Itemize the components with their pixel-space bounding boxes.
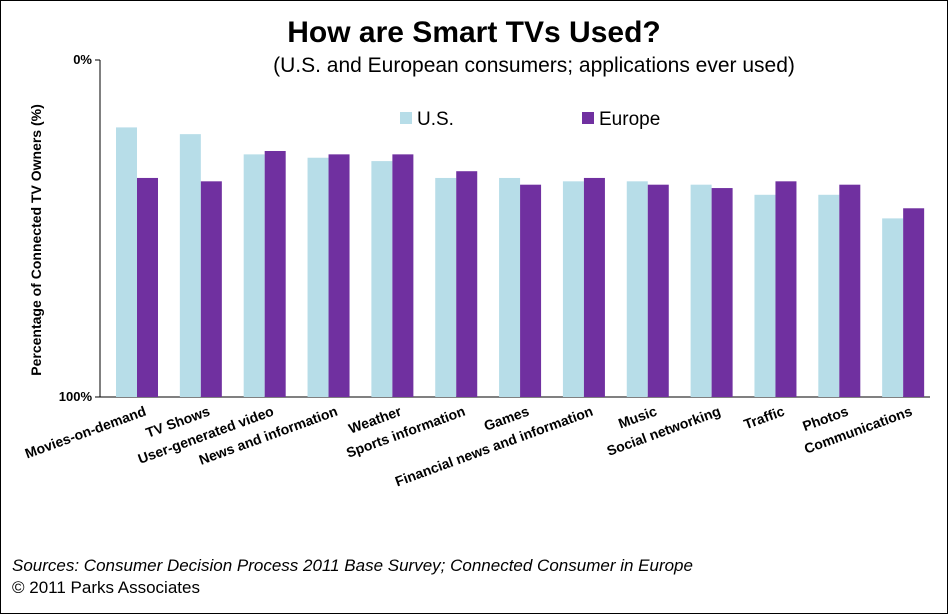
y-tick-label: 0% bbox=[73, 52, 92, 67]
bar-us bbox=[179, 134, 201, 397]
chart-title: How are Smart TVs Used? bbox=[287, 16, 661, 49]
bar-us bbox=[499, 177, 521, 397]
bar-europe bbox=[137, 177, 158, 397]
x-tick-label: Movies-on-demand bbox=[23, 403, 148, 462]
bar-europe bbox=[392, 154, 414, 397]
legend-label: U.S. bbox=[417, 109, 454, 130]
bar-us bbox=[690, 184, 712, 397]
source-note: Sources: Consumer Decision Process 2011 … bbox=[12, 556, 693, 575]
bar-europe bbox=[200, 181, 222, 397]
legend-label: Europe bbox=[599, 109, 660, 130]
copyright-note: © 2011 Parks Associates bbox=[12, 578, 200, 597]
bar-us bbox=[754, 194, 776, 397]
bar-us bbox=[818, 194, 840, 397]
bar-us bbox=[562, 181, 584, 397]
bar-europe bbox=[647, 184, 669, 397]
bar-europe bbox=[775, 181, 797, 397]
bar-europe bbox=[456, 171, 478, 397]
bar-europe bbox=[264, 150, 286, 397]
bar-us bbox=[882, 218, 904, 397]
bar-us bbox=[626, 181, 648, 397]
x-tick-label: Traffic bbox=[742, 403, 787, 432]
y-tick-label: 100% bbox=[59, 389, 93, 404]
bar-us bbox=[307, 157, 329, 397]
chart-subtitle: (U.S. and European consumers; applicatio… bbox=[273, 54, 795, 77]
bar-europe bbox=[328, 154, 350, 397]
bar-europe bbox=[583, 177, 605, 397]
bar-us bbox=[371, 161, 393, 397]
legend-swatch bbox=[400, 112, 412, 124]
bar-europe bbox=[903, 208, 925, 397]
bar-us bbox=[243, 154, 265, 397]
bar-europe bbox=[839, 184, 861, 397]
bar-europe bbox=[520, 184, 542, 397]
x-tick-label: Communications bbox=[802, 403, 914, 457]
legend-swatch bbox=[582, 112, 594, 124]
bar-us bbox=[116, 127, 137, 398]
bar-us bbox=[435, 177, 457, 397]
bar-europe bbox=[711, 188, 733, 397]
